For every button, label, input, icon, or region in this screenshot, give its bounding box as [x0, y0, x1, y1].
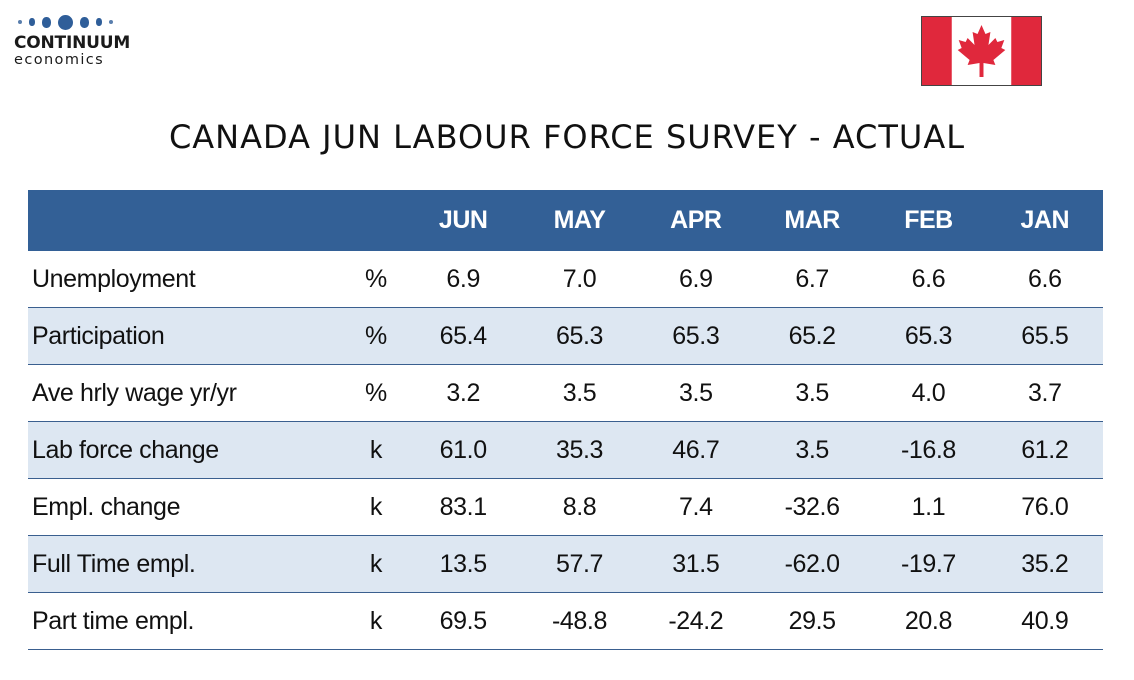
cell-value: 6.6	[870, 251, 987, 308]
table-row: Participation % 65.4 65.3 65.3 65.2 65.3…	[28, 307, 1103, 365]
labour-force-table: JUN MAY APR MAR FEB JAN Unemployment % 6…	[28, 190, 1103, 650]
table-row: Empl. change k 83.1 8.8 7.4 -32.6 1.1 76…	[28, 478, 1103, 536]
cell-value: 65.3	[521, 307, 638, 365]
cell-value: 76.0	[986, 478, 1103, 536]
cell-value: 46.7	[637, 421, 754, 479]
cell-value: -48.8	[521, 592, 638, 650]
row-label: Lab force change	[28, 421, 347, 479]
row-label: Part time empl.	[28, 592, 347, 650]
cell-value: 13.5	[405, 535, 522, 593]
company-logo: CONTINUUM economics	[14, 14, 144, 68]
header-label	[28, 190, 347, 251]
row-unit: %	[346, 364, 406, 422]
table-row: Lab force change k 61.0 35.3 46.7 3.5 -1…	[28, 421, 1103, 479]
cell-value: 83.1	[405, 478, 522, 536]
cell-value: 57.7	[521, 535, 638, 593]
row-label: Full Time empl.	[28, 535, 347, 593]
cell-value: 65.3	[870, 307, 987, 365]
row-label: Empl. change	[28, 478, 347, 536]
logo-dots-icon	[18, 14, 144, 30]
header-may: MAY	[521, 190, 638, 251]
row-label: Ave hrly wage yr/yr	[28, 364, 347, 422]
table-row: Ave hrly wage yr/yr % 3.2 3.5 3.5 3.5 4.…	[28, 364, 1103, 422]
cell-value: 6.9	[637, 251, 754, 308]
cell-value: 40.9	[986, 592, 1103, 650]
cell-value: 65.3	[637, 307, 754, 365]
cell-value: 65.2	[753, 307, 871, 365]
row-unit: %	[346, 307, 406, 365]
canada-flag-icon	[921, 16, 1042, 86]
table-row: Unemployment % 6.9 7.0 6.9 6.7 6.6 6.6	[28, 251, 1103, 308]
cell-value: 6.7	[753, 251, 871, 308]
logo-name: CONTINUUM	[14, 33, 131, 53]
cell-value: -62.0	[753, 535, 871, 593]
cell-value: 61.0	[405, 421, 522, 479]
cell-value: 1.1	[870, 478, 987, 536]
cell-value: 3.5	[637, 364, 754, 422]
cell-value: 3.5	[521, 364, 638, 422]
cell-value: 29.5	[753, 592, 871, 650]
header-apr: APR	[637, 190, 754, 251]
cell-value: -32.6	[753, 478, 871, 536]
cell-value: 3.7	[986, 364, 1103, 422]
row-unit: k	[346, 478, 406, 536]
cell-value: 69.5	[405, 592, 522, 650]
row-label: Participation	[28, 307, 347, 365]
cell-value: -24.2	[637, 592, 754, 650]
cell-value: 35.2	[986, 535, 1103, 593]
row-unit: k	[346, 592, 406, 650]
row-unit: k	[346, 421, 406, 479]
header-jun: JUN	[405, 190, 522, 251]
cell-value: 6.9	[405, 251, 522, 308]
table-row: Part time empl. k 69.5 -48.8 -24.2 29.5 …	[28, 592, 1103, 650]
cell-value: 3.2	[405, 364, 522, 422]
cell-value: -19.7	[870, 535, 987, 593]
cell-value: 7.0	[521, 251, 638, 308]
cell-value: 8.8	[521, 478, 638, 536]
table-row: Full Time empl. k 13.5 57.7 31.5 -62.0 -…	[28, 535, 1103, 593]
cell-value: 3.5	[753, 364, 871, 422]
page-title: CANADA JUN LABOUR FORCE SURVEY - ACTUAL	[168, 118, 966, 156]
header-feb: FEB	[870, 190, 987, 251]
cell-value: -16.8	[870, 421, 987, 479]
cell-value: 61.2	[986, 421, 1103, 479]
row-unit: %	[346, 251, 406, 308]
table-header-row: JUN MAY APR MAR FEB JAN	[28, 190, 1103, 251]
cell-value: 4.0	[870, 364, 987, 422]
cell-value: 31.5	[637, 535, 754, 593]
cell-value: 35.3	[521, 421, 638, 479]
header-unit	[346, 190, 406, 251]
cell-value: 20.8	[870, 592, 987, 650]
cell-value: 65.4	[405, 307, 522, 365]
cell-value: 6.6	[986, 251, 1103, 308]
logo-subtitle: economics	[14, 52, 105, 68]
cell-value: 3.5	[753, 421, 871, 479]
row-unit: k	[346, 535, 406, 593]
header-mar: MAR	[753, 190, 871, 251]
cell-value: 65.5	[986, 307, 1103, 365]
header-jan: JAN	[986, 190, 1103, 251]
cell-value: 7.4	[637, 478, 754, 536]
row-label: Unemployment	[28, 251, 347, 308]
